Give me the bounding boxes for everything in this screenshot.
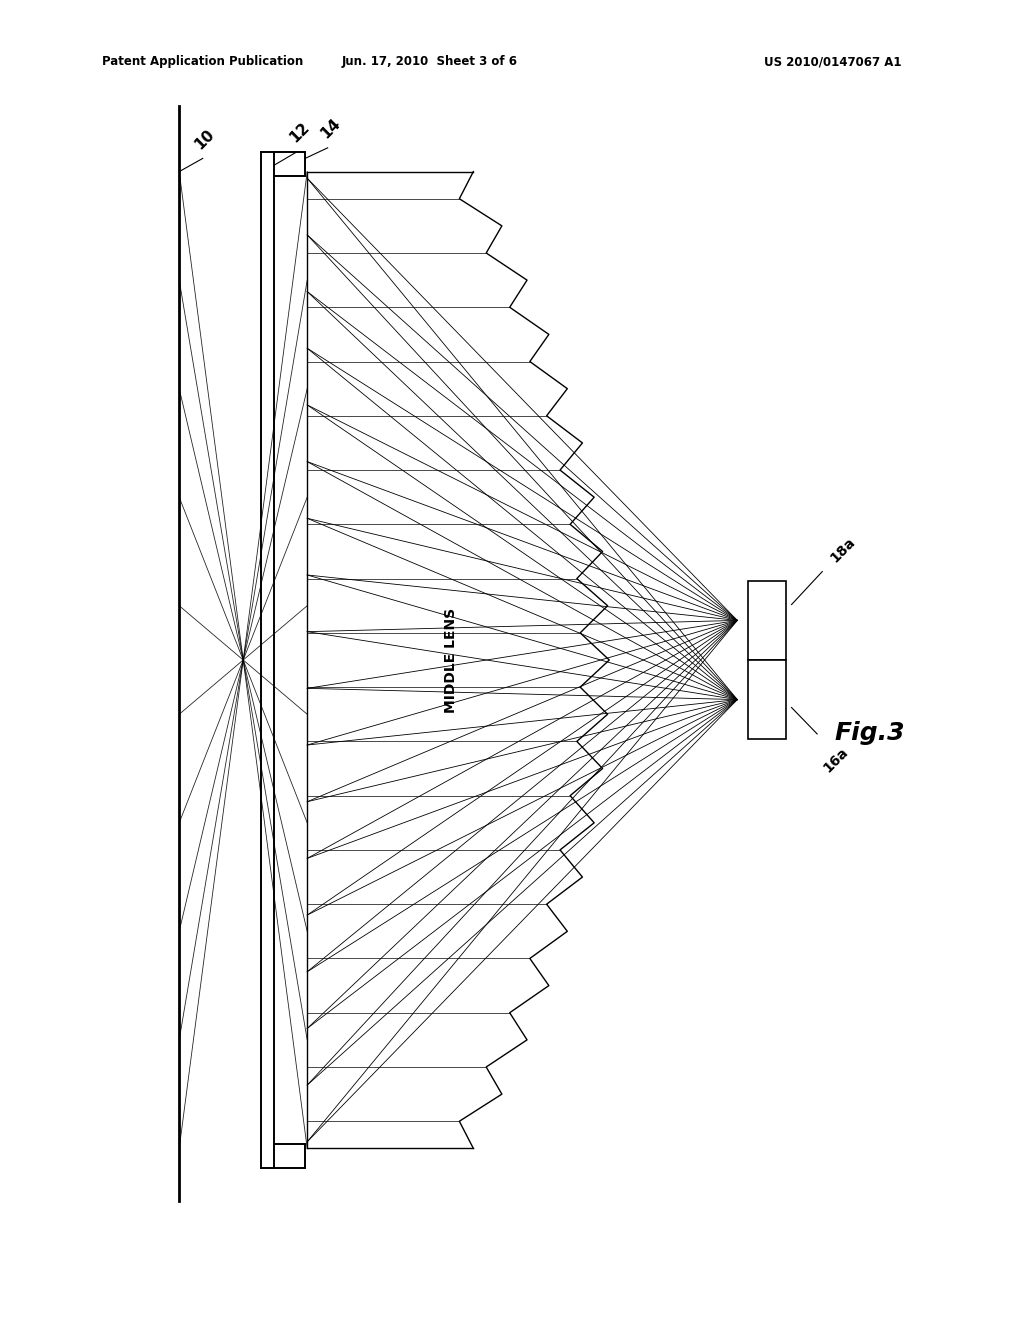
Text: 12: 12 [287, 120, 313, 145]
Text: Patent Application Publication: Patent Application Publication [102, 55, 304, 69]
Text: 14: 14 [318, 116, 343, 141]
Text: MIDDLE LENS: MIDDLE LENS [443, 607, 458, 713]
Bar [748, 581, 786, 660]
Text: 16a: 16a [820, 744, 851, 775]
Bar [748, 660, 786, 739]
Text: 18a: 18a [827, 535, 858, 565]
Text: 10: 10 [193, 127, 217, 152]
Text: US 2010/0147067 A1: US 2010/0147067 A1 [764, 55, 901, 69]
Text: Jun. 17, 2010  Sheet 3 of 6: Jun. 17, 2010 Sheet 3 of 6 [342, 55, 518, 69]
Text: Fig.3: Fig.3 [835, 721, 905, 744]
